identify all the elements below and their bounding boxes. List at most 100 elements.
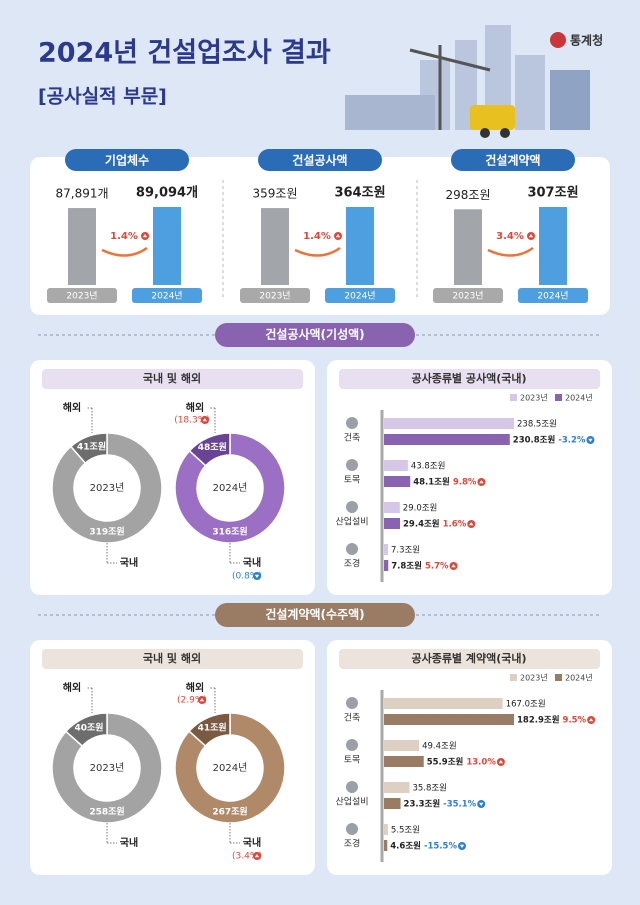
bar-value-label: 48.1조원	[413, 477, 450, 488]
summary-title: 건설공사액	[292, 153, 347, 168]
bar-change: -3.2%	[558, 436, 586, 446]
bar	[384, 782, 410, 793]
bar	[384, 502, 400, 513]
bar-value-label: 43.8조원	[411, 462, 446, 472]
category-icon	[346, 697, 358, 709]
category-icon	[346, 543, 358, 555]
bar	[384, 544, 388, 555]
bar-value-label: 29.4조원	[403, 519, 440, 530]
bar	[384, 518, 401, 529]
arrow	[528, 234, 534, 238]
arrow	[498, 760, 504, 764]
bar-value-label: 49.4조원	[422, 742, 457, 752]
summary-value-label: 307조원	[527, 186, 578, 201]
arrow	[588, 718, 594, 722]
section-pill	[215, 603, 415, 627]
summary-title: 건설계약액	[485, 153, 540, 168]
arrow	[588, 438, 593, 442]
panel-title-bg	[42, 369, 303, 389]
donut-center: 2023년	[90, 762, 125, 774]
year-pill	[433, 288, 503, 303]
overseas-label: 해외	[63, 401, 81, 414]
arrow	[479, 802, 484, 806]
panel-title-bg	[339, 369, 600, 389]
category-label: 조경	[344, 838, 361, 850]
year-pill	[47, 288, 117, 303]
donut-value-label: 258조원	[89, 806, 124, 818]
summary-title-pill	[451, 149, 575, 171]
category-label: 건축	[344, 713, 361, 724]
bar-value-label: 4.6조원	[390, 841, 421, 852]
change-arrow	[101, 246, 148, 257]
arrow	[469, 522, 474, 526]
summary-change: 3.4%	[496, 231, 524, 242]
year-pill	[132, 288, 202, 303]
year-pill	[325, 288, 395, 303]
donut-segment	[51, 432, 163, 544]
bar-value-label: 167.0조원	[506, 700, 546, 710]
donut-center: 2023년	[90, 482, 125, 494]
year-label: 2023년	[452, 291, 483, 302]
bar-value-label: 35.8조원	[412, 784, 447, 794]
bar-value-label: 182.9조원	[517, 715, 560, 726]
summary-value-label: 364조원	[334, 186, 385, 201]
arrow	[459, 844, 465, 848]
donut-value-label: 267조원	[212, 806, 247, 818]
summary-bar	[68, 208, 96, 285]
donut-segment	[69, 432, 108, 465]
summary-bar	[153, 207, 181, 285]
legend-swatch	[555, 394, 562, 401]
category-label: 산업설비	[335, 517, 368, 528]
year-label: 2024년	[151, 291, 182, 302]
category-label: 건축	[344, 433, 361, 444]
donut-change: (2.9%)	[177, 696, 207, 706]
overseas-label: 해외	[186, 681, 204, 694]
summary-value-label: 87,891개	[55, 187, 108, 201]
arrow	[335, 234, 341, 238]
bar-value-label: 23.3조원	[404, 799, 441, 810]
bar	[384, 798, 401, 809]
bar	[384, 756, 424, 767]
legend-swatch	[510, 674, 517, 681]
category-icon	[346, 459, 358, 471]
year-label: 2024년	[344, 291, 375, 302]
panel-title: 공사종류별 공사액(국내)	[411, 371, 526, 385]
logo-icon	[550, 32, 566, 48]
legend-label: 2024년	[565, 393, 593, 403]
bar-change: 9.8%	[453, 478, 477, 488]
domestic-label: 국내	[243, 836, 261, 849]
page-subtitle: [공사실적 부문]	[38, 86, 167, 108]
donut-value-label: 316조원	[212, 526, 247, 538]
page-title: 2024년 건설업조사 결과	[38, 38, 331, 69]
donut-value-label: 41조원	[198, 721, 227, 733]
bar-value-label: 230.8조원	[513, 435, 556, 446]
domestic-label: 국내	[243, 556, 261, 569]
category-label: 산업설비	[335, 797, 368, 808]
change-arrow	[294, 246, 341, 257]
section-title: 건설공사액(기성액)	[265, 327, 364, 342]
bar-change: 5.7%	[425, 562, 449, 572]
bar-value-label: 55.9조원	[427, 757, 464, 768]
donut-change: (3.4%)	[232, 852, 262, 862]
bar-value-label: 7.3조원	[391, 546, 420, 556]
arrow	[202, 418, 208, 422]
panel-title: 국내 및 해외	[143, 371, 201, 385]
year-label: 2023년	[66, 291, 97, 302]
donut-segment	[188, 712, 231, 747]
bar	[384, 434, 510, 445]
bar-change: 1.6%	[443, 520, 467, 530]
arrow	[142, 234, 148, 238]
year-pill	[240, 288, 310, 303]
donut-value-label: 40조원	[74, 721, 103, 733]
category-icon	[346, 501, 358, 513]
legend-label: 2023년	[520, 673, 548, 683]
summary-bar	[346, 207, 374, 285]
donut-segment	[51, 712, 163, 824]
bar	[384, 418, 514, 429]
panel-title: 공사종류별 계약액(국내)	[411, 651, 526, 665]
bar-value-label: 29.0조원	[403, 504, 438, 514]
summary-change: 1.4%	[110, 231, 138, 242]
category-label: 조경	[344, 558, 361, 570]
legend-swatch	[510, 394, 517, 401]
